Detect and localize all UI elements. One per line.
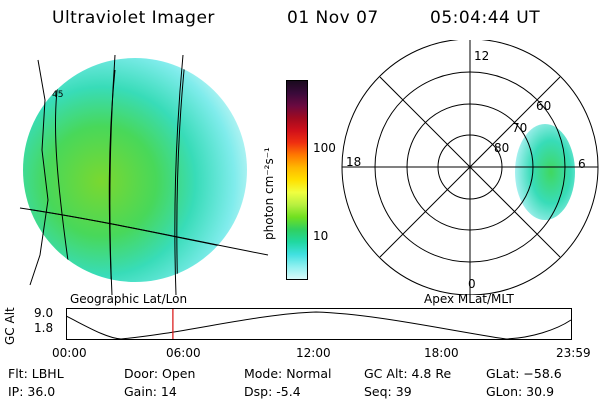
- colorbar-label: photon cm⁻²s⁻¹: [262, 147, 276, 240]
- mlt-label-12: 12: [474, 49, 489, 63]
- status-filter: Flt: LBHL: [8, 366, 64, 381]
- status-ip: IP: 36.0: [8, 384, 56, 399]
- mlt-label-18: 18: [346, 155, 361, 169]
- polar-panel-label: Apex MLat/MLT: [424, 292, 514, 306]
- date-label: 01 Nov 07: [287, 8, 379, 28]
- status-gain: Gain: 14: [124, 384, 177, 399]
- polar-spoke: [379, 76, 561, 258]
- mlt-label-0: 0: [468, 277, 476, 291]
- coastline-outer: [29, 59, 49, 286]
- alt-ytick-low: 1.8: [34, 321, 54, 335]
- status-gc-alt: GC Alt: 4.8 Re: [364, 366, 452, 381]
- latitude-line: [19, 207, 269, 256]
- geo-marker: 45: [52, 90, 63, 100]
- auroral-emission: [515, 124, 575, 220]
- time-label: 05:04:44 UT: [430, 8, 541, 28]
- status-mode: Mode: Normal: [244, 366, 332, 381]
- alt-xtick-2: 12:00: [296, 346, 331, 360]
- longitude-line: [174, 54, 184, 295]
- geo-panel-label: Geographic Lat/Lon: [70, 292, 188, 306]
- colorbar-tick-10: 10: [313, 229, 329, 243]
- colorbar-gradient: [287, 81, 307, 279]
- polar-plot: 12 18 6 0 60 70 80: [341, 40, 599, 295]
- status-seq: Seq: 39: [364, 384, 412, 399]
- mlat-label-60: 60: [536, 99, 551, 113]
- colorbar: [286, 80, 308, 280]
- alt-ytick-high: 9.0: [34, 306, 54, 320]
- alt-xtick-4: 23:59: [556, 346, 591, 360]
- status-glat: GLat: −58.6: [486, 366, 562, 381]
- status-glon: GLon: 30.9: [486, 384, 555, 399]
- alt-xtick-3: 18:00: [424, 346, 459, 360]
- altitude-curve: [66, 311, 572, 340]
- mlat-label-70: 70: [512, 121, 527, 135]
- status-door: Door: Open: [124, 366, 196, 381]
- alt-xtick-1: 06:00: [166, 346, 201, 360]
- altitude-plot: [66, 308, 572, 340]
- alt-plot-frame: [66, 308, 572, 340]
- longitude-line: [109, 54, 116, 295]
- alt-ylabel: GC Alt: [3, 307, 17, 345]
- app-title: Ultraviolet Imager: [52, 8, 215, 28]
- alt-xtick-0: 00:00: [52, 346, 87, 360]
- geo-disk: [23, 58, 247, 282]
- colorbar-tick-100: 100: [313, 141, 336, 155]
- longitude-line: [176, 59, 186, 282]
- geographic-image: 45: [19, 54, 269, 295]
- mlt-label-6: 6: [578, 157, 586, 171]
- mlat-label-80: 80: [494, 141, 509, 155]
- status-dsp: Dsp: -5.4: [244, 384, 301, 399]
